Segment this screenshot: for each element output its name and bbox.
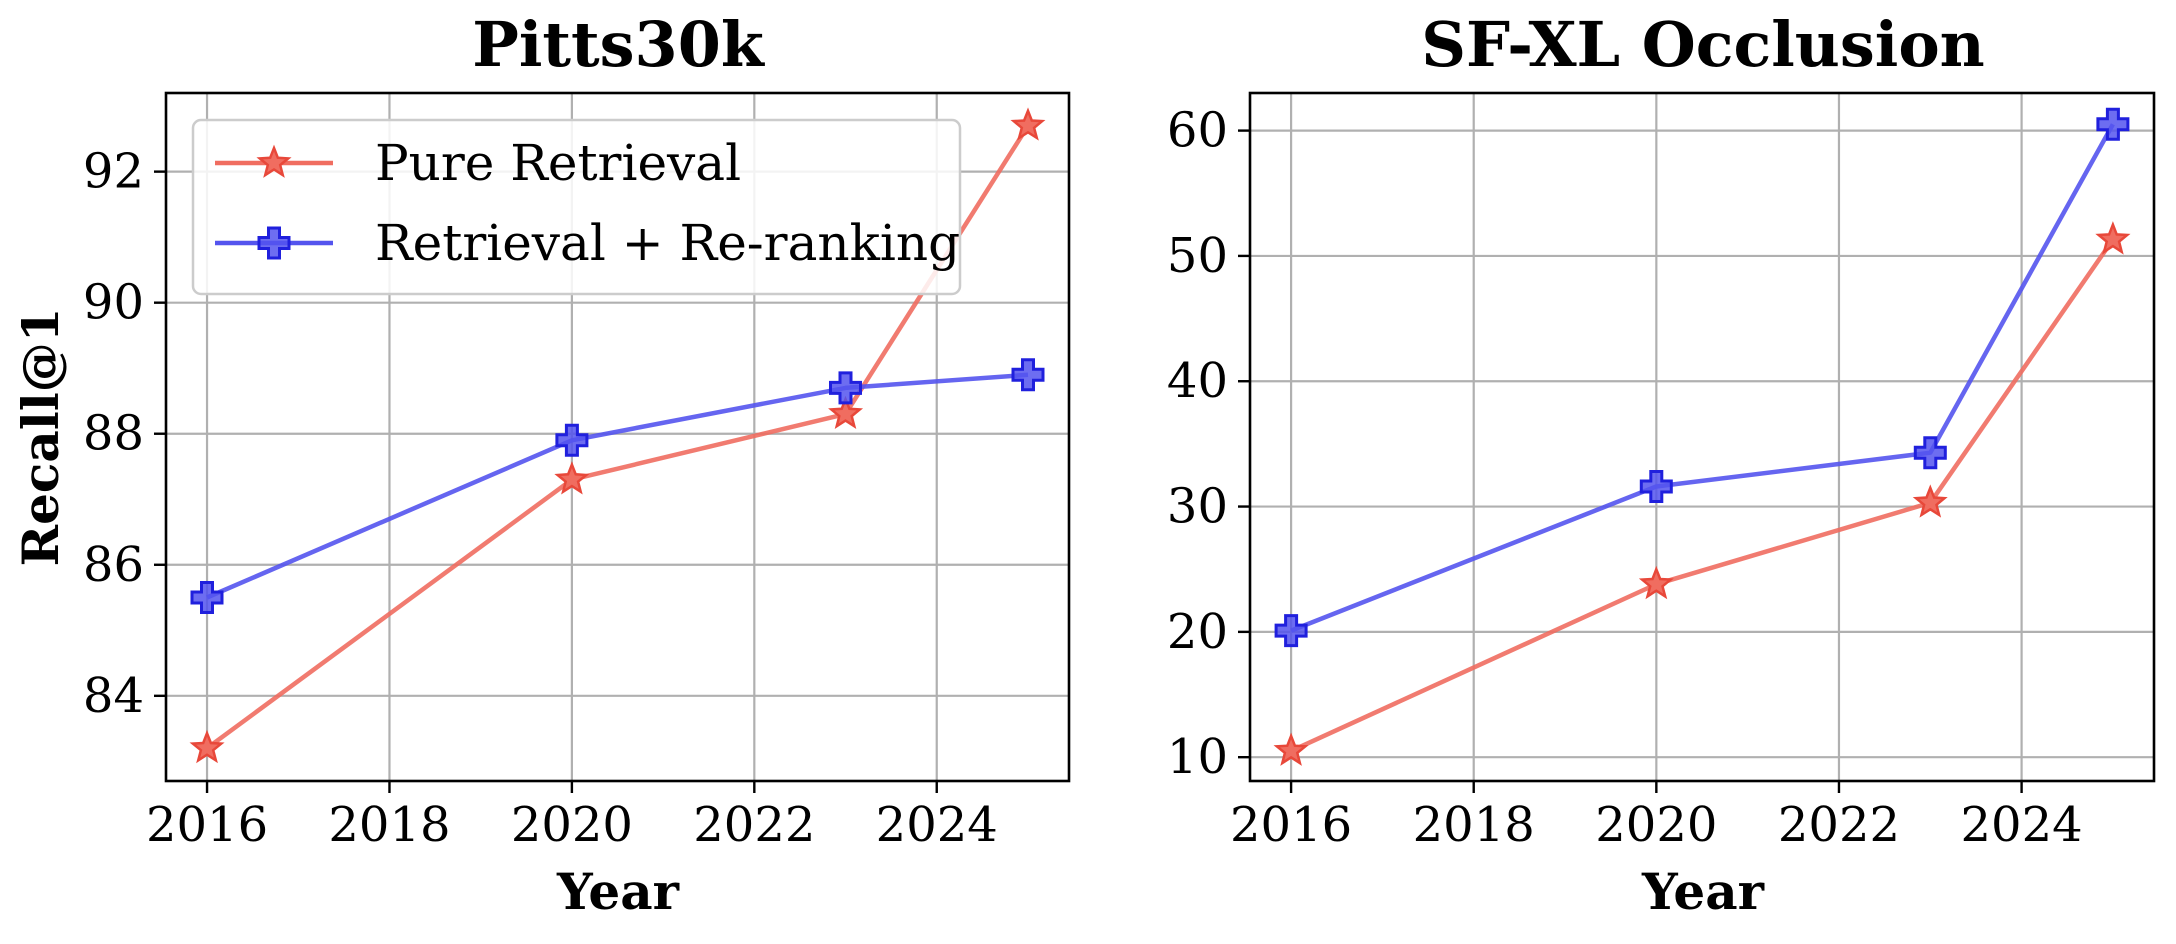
y-tick-label: 88 [83,406,144,462]
y-axis-label: Recall@1 [11,308,70,567]
x-tick-label: 2020 [511,797,633,853]
ticks: 2016 2018 2020 2022 2024 84 86 88 90 92 [83,144,998,853]
x-tick-label: 2020 [1595,797,1717,853]
y-tick-label: 90 [83,275,144,331]
y-tick-label: 84 [83,668,144,724]
ticks: 2016 2018 2020 2022 2024 10 20 30 40 50 60 [1167,103,2083,853]
data-point [1273,732,1309,766]
data-point [190,581,224,614]
data-point [554,461,590,495]
y-tick-label: 60 [1167,103,1228,159]
y-tick-label: 30 [1167,479,1228,535]
y-tick-label: 40 [1167,353,1228,409]
chart-pitts30k: Pitts30k 2016 2018 2020 2022 20248486889092 … [11,8,1071,921]
x-tick-label: 2022 [693,797,815,853]
series-line-1 [206,372,1029,600]
plot-frame [1248,91,2156,783]
series-line-0 [1290,238,2115,753]
x-axis-label: Year [556,862,680,921]
legend: Pure Retrieval Retrieval + Re-ranking [191,118,962,296]
data-point [2096,107,2130,141]
data-point [1913,436,1947,470]
x-tick-label: 2016 [1230,797,1352,853]
data-point [1011,358,1045,392]
data-point [1274,614,1308,648]
x-tick-label: 2022 [1778,797,1900,853]
y-tick-label: 10 [1167,729,1228,785]
x-axis-label: Year [1641,862,1765,921]
legend-box [191,118,962,296]
legend-label: Retrieval + Re-ranking [375,214,960,272]
x-tick-label: 2024 [876,797,998,853]
y-tick-label: 20 [1167,604,1228,660]
data-point [1638,565,1674,600]
x-tick-label: 2016 [146,797,268,853]
chart-title: Pitts30k [472,8,766,81]
x-tick-label: 2018 [1413,797,1535,853]
legend-swatch-marker [257,226,291,260]
data-point [829,371,862,405]
series-line-1 [1290,123,2115,633]
y-tick-label: 50 [1167,228,1228,284]
legend-label: Pure Retrieval [375,134,741,192]
data-point [1639,470,1673,503]
chart-sf-xl-occlusion: SF-XL Occlusion 2016 2018 2020 2022 20241020… [1167,8,2156,921]
chart-title: SF-XL Occlusion [1421,8,1985,81]
y-tick-label: 86 [83,537,144,593]
data-point [1010,107,1046,141]
data-point [1912,484,1948,518]
data-point [555,423,589,457]
plot-frame [164,91,1071,783]
data-point [189,729,225,764]
data-point [2095,221,2131,255]
data-point [828,395,864,429]
grid [1250,93,2154,781]
legend-swatch-marker [256,144,292,178]
x-tick-label: 2018 [328,797,450,853]
series-layer [1273,107,2131,766]
y-tick-label: 92 [83,144,144,200]
x-tick-label: 2024 [1961,797,2083,853]
